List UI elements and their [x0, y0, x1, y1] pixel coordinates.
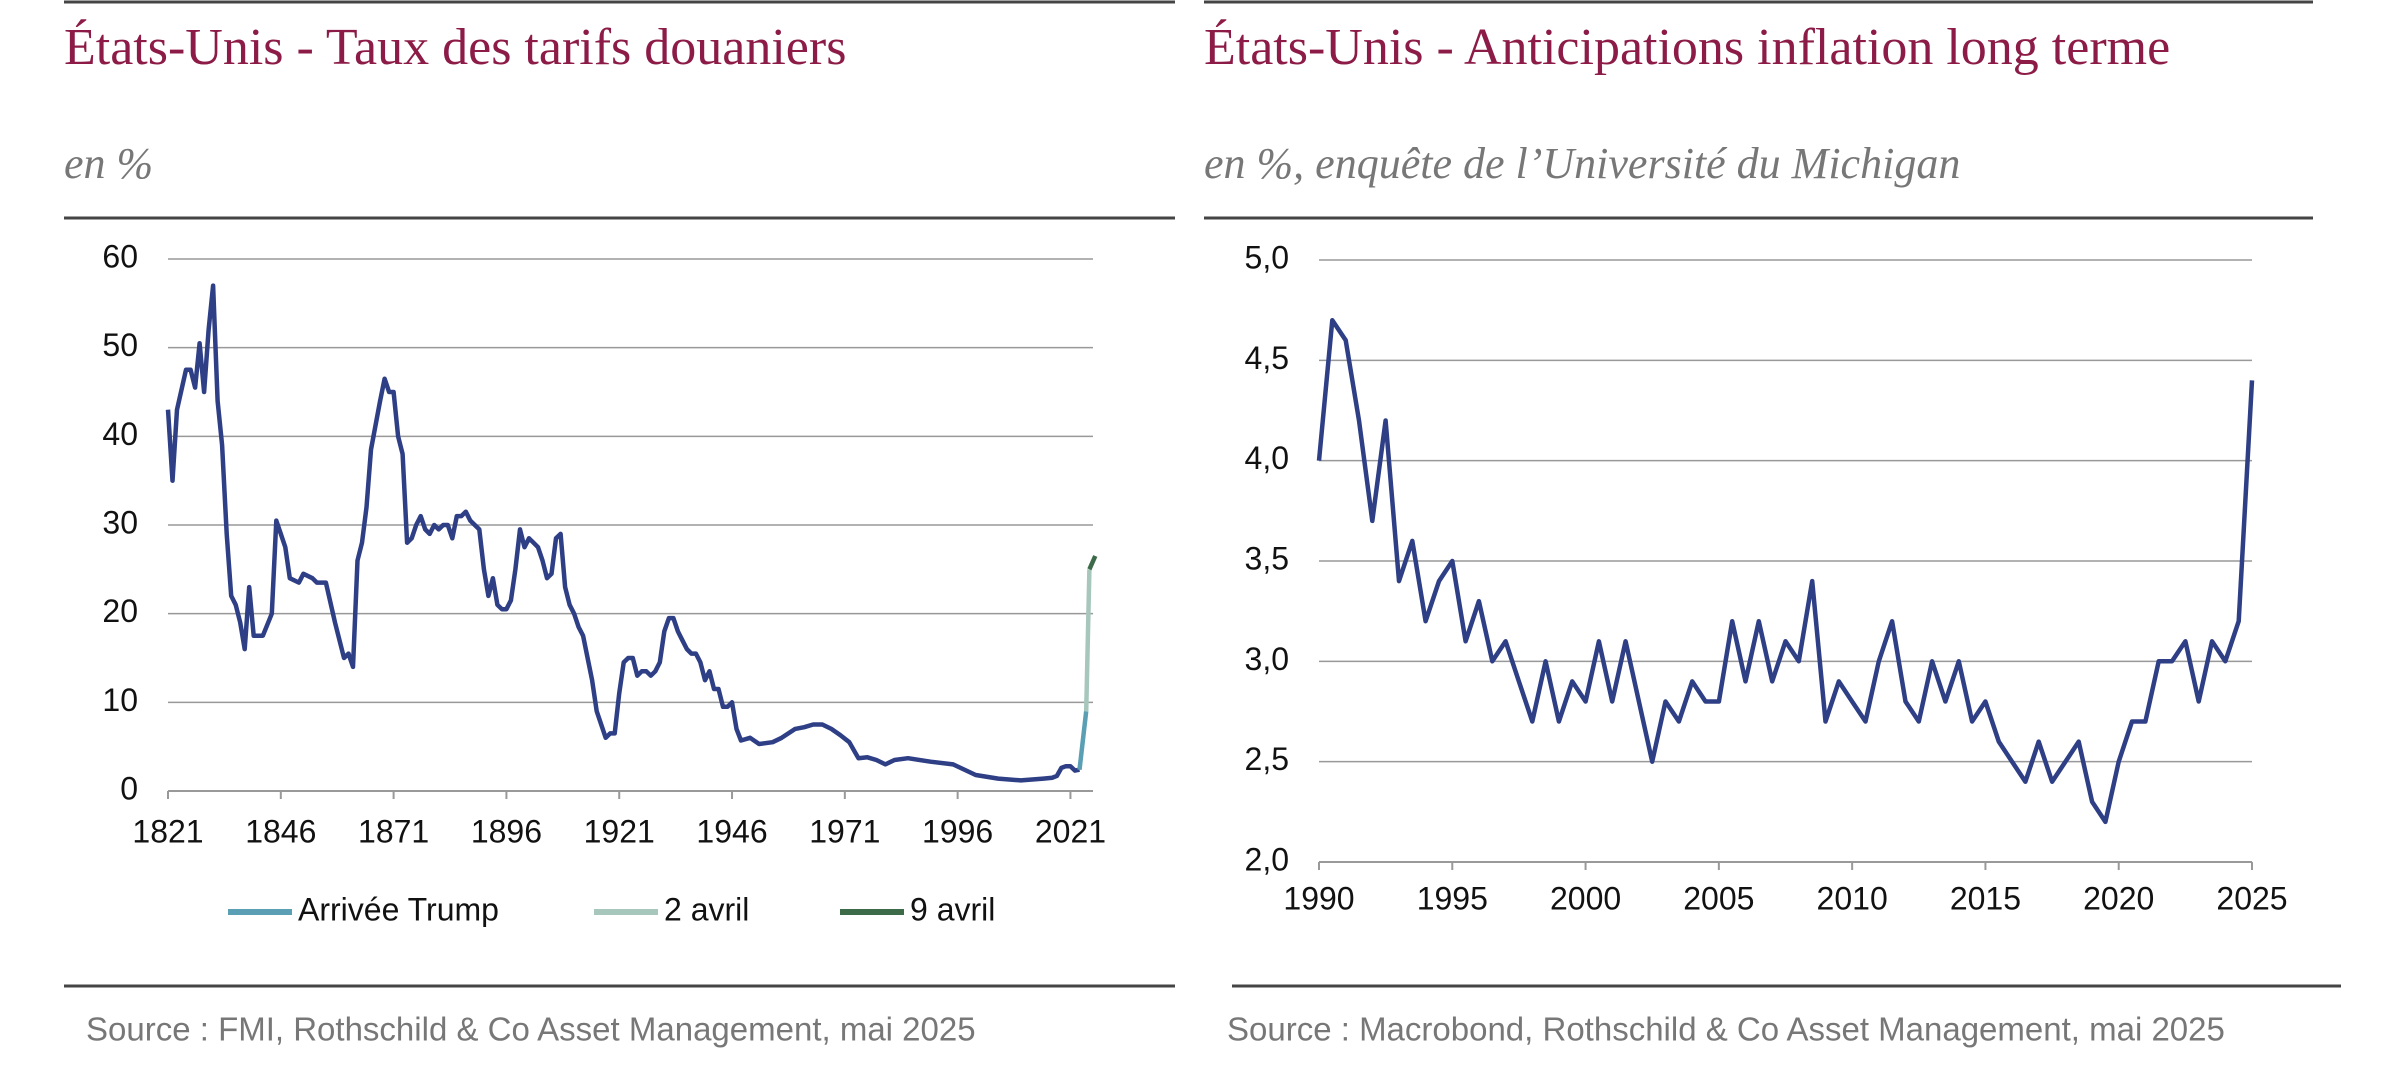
chart-title: États-Unis - Taux des tarifs douaniers [64, 18, 846, 76]
legend-label: 2 avril [664, 891, 749, 927]
chart-subtitle: en %, enquête de l’Université du Michiga… [1204, 139, 1960, 188]
line-series [1077, 710, 1089, 770]
legend-label: Arrivée Trump [298, 891, 499, 927]
x-tick-label: 1996 [922, 813, 993, 849]
x-tick-label: 2021 [1035, 813, 1106, 849]
x-tick-label: 2025 [2216, 880, 2287, 916]
x-tick-label: 2015 [1950, 880, 2021, 916]
y-tick-label: 5,0 [1245, 239, 1289, 275]
line-series [1087, 555, 1098, 571]
x-tick-label: 1990 [1283, 880, 1354, 916]
y-tick-label: 40 [102, 416, 138, 452]
y-tick-label: 3,5 [1245, 540, 1289, 576]
y-tick-label: 4,5 [1245, 340, 1289, 376]
y-tick-label: 30 [102, 504, 138, 540]
y-tick-label: 50 [102, 327, 138, 363]
x-tick-label: 1946 [696, 813, 767, 849]
x-tick-label: 1995 [1417, 880, 1488, 916]
y-tick-label: 4,0 [1245, 440, 1289, 476]
y-tick-label: 20 [102, 593, 138, 629]
x-tick-label: 1921 [584, 813, 655, 849]
source: Source : FMI, Rothschild & Co Asset Mana… [86, 1011, 976, 1048]
x-tick-label: 2005 [1683, 880, 1754, 916]
x-tick-label: 2020 [2083, 880, 2154, 916]
y-tick-label: 0 [120, 770, 138, 806]
chart-title: États-Unis - Anticipations inflation lon… [1204, 18, 2170, 76]
x-tick-label: 1971 [809, 813, 880, 849]
chart-subtitle: en % [64, 139, 153, 188]
x-tick-label: 1846 [245, 813, 316, 849]
x-tick-label: 1821 [132, 813, 203, 849]
line-series [165, 283, 1080, 783]
y-tick-label: 60 [102, 238, 138, 274]
line-series [1083, 569, 1092, 712]
x-tick-label: 1871 [358, 813, 429, 849]
x-tick-label: 2000 [1550, 880, 1621, 916]
y-tick-label: 10 [102, 682, 138, 718]
x-tick-label: 1896 [471, 813, 542, 849]
legend-label: 9 avril [910, 891, 995, 927]
source: Source : Macrobond, Rothschild & Co Asse… [1227, 1011, 2225, 1048]
x-tick-label: 2010 [1817, 880, 1888, 916]
y-tick-label: 2,0 [1245, 841, 1289, 877]
y-tick-label: 2,5 [1245, 741, 1289, 777]
y-tick-label: 3,0 [1245, 641, 1289, 677]
line-series [1316, 317, 2255, 825]
